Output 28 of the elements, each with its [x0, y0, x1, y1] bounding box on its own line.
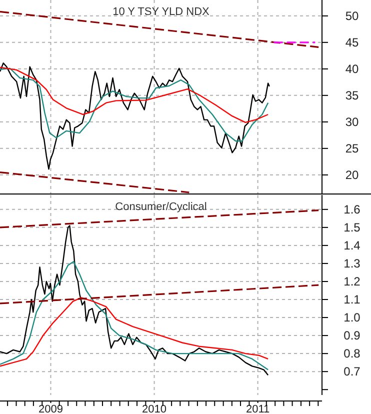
- y-tick-label: 45: [345, 35, 359, 50]
- line-series: [0, 261, 269, 370]
- text: Consumer/Cyclical: [115, 201, 207, 213]
- line-series: [0, 66, 269, 124]
- y-tick-label: 1.4: [344, 238, 361, 252]
- y-tick-label: 0.7: [344, 364, 361, 379]
- y-tick-label: 20: [345, 168, 359, 182]
- y-tick-label: 1.1: [344, 292, 361, 307]
- y-tick-label: 30: [345, 114, 359, 129]
- y-tick-label: 40: [345, 62, 359, 76]
- line-series: [0, 68, 269, 142]
- y-tick-label: 1.3: [344, 256, 361, 270]
- text: 10 Y TSY YLD NDX: [112, 6, 210, 18]
- y-tick-label: 35: [345, 88, 359, 102]
- y-tick-label: 50: [345, 8, 359, 23]
- x-tick-label: 2010: [142, 404, 167, 414]
- x-tick-label: 2011: [246, 404, 270, 414]
- y-tick-label: 1.5: [344, 220, 361, 234]
- line-series: [0, 62, 270, 170]
- y-tick-label: 1.6: [344, 202, 361, 216]
- y-tick-label: 0.8: [344, 346, 361, 361]
- y-tick-label: 1.0: [344, 310, 361, 325]
- line-series: [0, 297, 269, 367]
- y-tick-label: 25: [345, 141, 359, 156]
- y-tick-label: 0.9: [344, 328, 361, 343]
- line-series: [0, 225, 269, 376]
- x-tick-label: 2009: [38, 404, 63, 414]
- y-tick-label: 1.2: [344, 274, 361, 288]
